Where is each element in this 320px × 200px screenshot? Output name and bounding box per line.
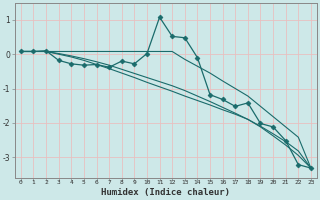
X-axis label: Humidex (Indice chaleur): Humidex (Indice chaleur) xyxy=(101,188,230,197)
